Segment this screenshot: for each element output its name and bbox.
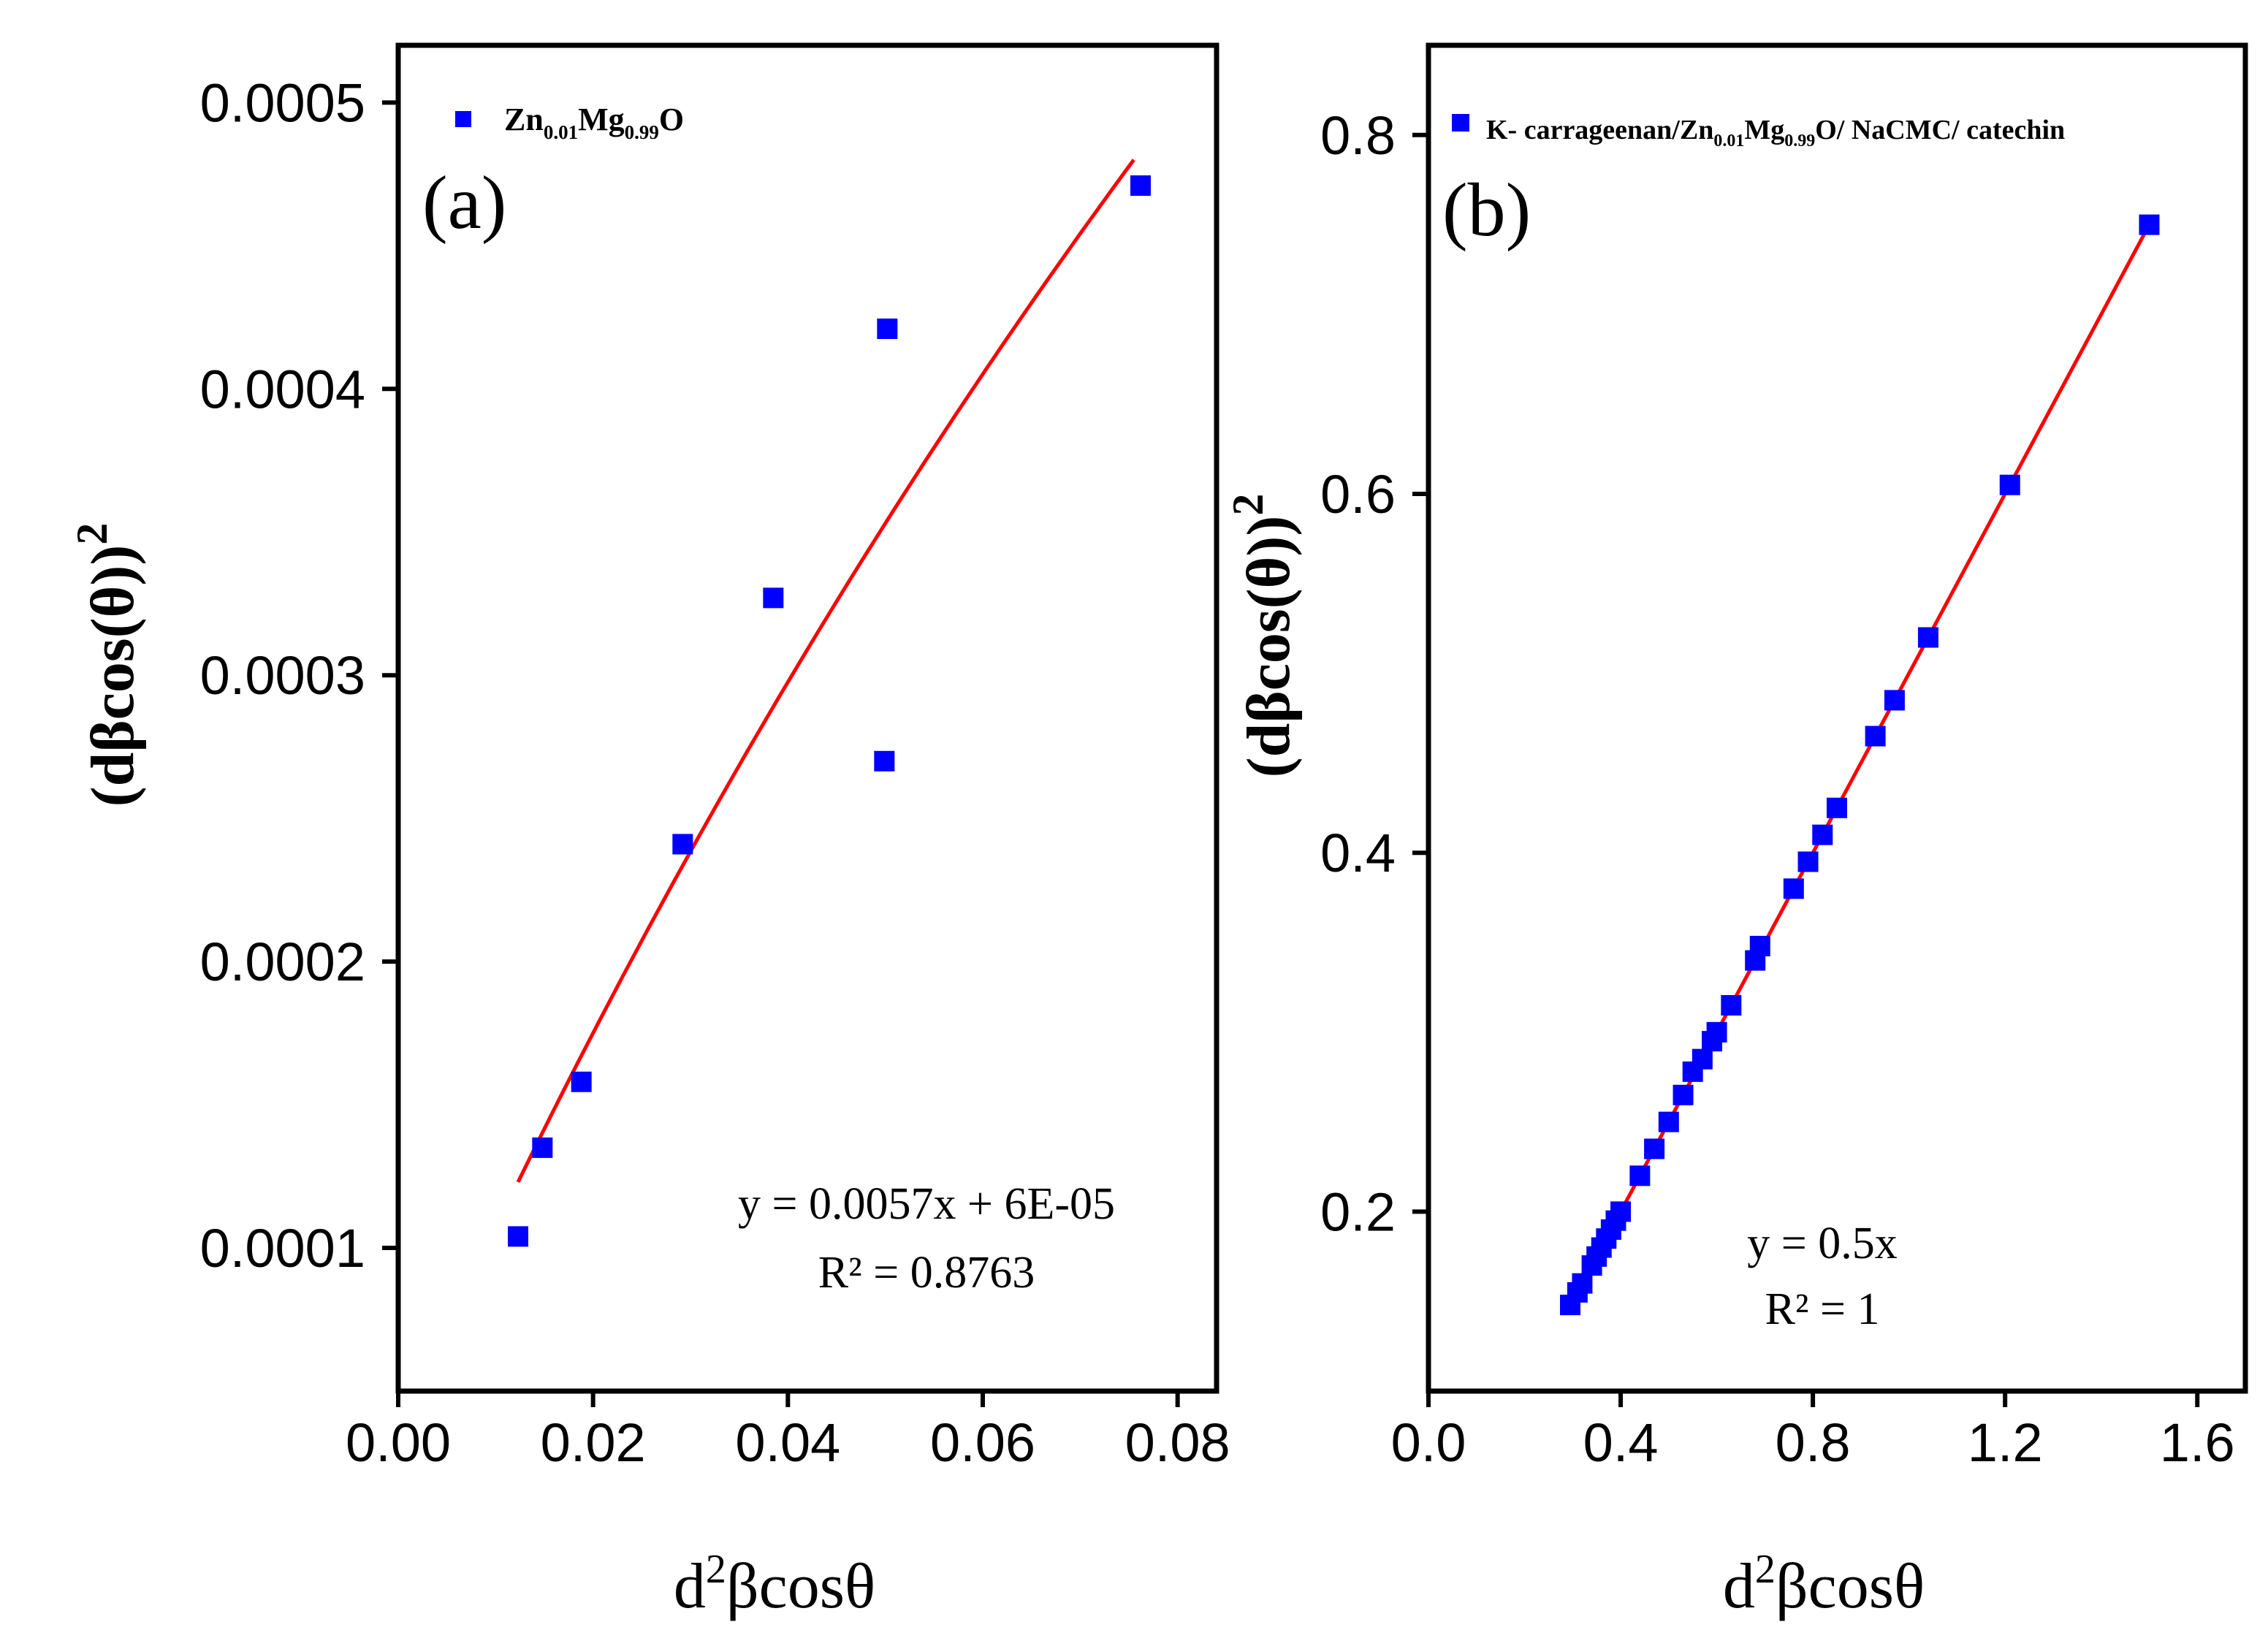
chart-panel-b: 0.2 0.4 0.6 0.8 0.0 0.4 0.8 1.2 1.6 K- carragee… bbox=[1224, 42, 2248, 1622]
fit-r2-b: R² = 1 bbox=[1765, 1284, 1880, 1334]
legend-label-b: K- carrageenan/Zn0.01Mg0.99O/ NaCMC/ cat… bbox=[1486, 115, 2065, 151]
data-point bbox=[1797, 851, 1819, 872]
data-point bbox=[1644, 1138, 1665, 1159]
x-axis-b: 0.0 0.4 0.8 1.2 1.6 bbox=[1391, 1391, 2235, 1473]
panel-label-b: (b) bbox=[1442, 168, 1531, 252]
x-axis-label-b: d2βcosθ bbox=[1723, 1547, 1925, 1622]
data-point bbox=[532, 1137, 553, 1158]
fit-r2-a: R² = 0.8763 bbox=[818, 1248, 1035, 1298]
data-points-b bbox=[1560, 214, 2160, 1316]
data-points-a bbox=[508, 175, 1151, 1247]
plot-frame-b bbox=[1426, 42, 2248, 1394]
x-axis-a: 0.00 0.02 0.04 0.06 0.08 bbox=[346, 1391, 1230, 1473]
data-point bbox=[2139, 214, 2160, 235]
y-tick-label: 0.4 bbox=[1320, 823, 1396, 883]
y-axis-a: 0.0001 0.0002 0.0003 0.0004 0.0005 bbox=[200, 72, 398, 1279]
legend-marker-a bbox=[455, 111, 471, 127]
data-point bbox=[1812, 824, 1833, 845]
fit-line-a bbox=[516, 159, 1135, 1183]
y-axis-label-b: (dβcos(θ))2 bbox=[1224, 494, 1303, 778]
data-point bbox=[508, 1226, 528, 1247]
x-axis-label-a: d2βcosθ bbox=[674, 1547, 875, 1622]
fit-annotation-a: y = 0.0057x + 6E-05 R² = 0.8763 bbox=[738, 1179, 1115, 1298]
data-point bbox=[763, 587, 784, 609]
panel-label-a: (a) bbox=[422, 161, 506, 245]
data-point bbox=[1865, 725, 1886, 747]
data-point bbox=[1629, 1165, 1651, 1187]
y-tick-label: 0.8 bbox=[1320, 105, 1396, 166]
data-point bbox=[1572, 1273, 1593, 1294]
x-tick-label: 0.00 bbox=[346, 1412, 451, 1473]
data-point bbox=[1610, 1201, 1632, 1222]
x-tick-label: 0.8 bbox=[1776, 1412, 1851, 1473]
fit-line bbox=[516, 159, 1135, 1183]
data-point bbox=[1673, 1084, 1694, 1105]
y-axis-label-a: (dβcos(θ))2 bbox=[68, 523, 147, 807]
y-tick-label: 0.2 bbox=[1320, 1181, 1396, 1242]
x-tick-label: 0.4 bbox=[1583, 1412, 1659, 1473]
data-point bbox=[1721, 994, 1742, 1016]
y-tick-label: 0.0004 bbox=[200, 359, 365, 419]
fit-annotation-b: y = 0.5x R² = 1 bbox=[1747, 1219, 1897, 1334]
legend-label-a: Zn0.01Mg0.99O bbox=[504, 102, 684, 143]
data-point bbox=[1999, 474, 2020, 495]
data-point bbox=[1749, 935, 1770, 956]
y-tick-label: 0.0005 bbox=[200, 72, 365, 133]
data-point bbox=[1130, 175, 1151, 197]
x-tick-label: 0.08 bbox=[1125, 1412, 1230, 1473]
data-point bbox=[874, 750, 895, 772]
data-point bbox=[672, 834, 693, 855]
data-point bbox=[1706, 1021, 1727, 1043]
data-point bbox=[1917, 627, 1938, 648]
y-tick-label: 0.0002 bbox=[200, 932, 365, 992]
x-tick-label: 0.06 bbox=[930, 1412, 1035, 1473]
legend-b: K- carrageenan/Zn0.01Mg0.99O/ NaCMC/ cat… bbox=[1452, 114, 2065, 151]
fit-equation-b: y = 0.5x bbox=[1747, 1219, 1897, 1268]
x-tick-label: 0.0 bbox=[1391, 1412, 1466, 1473]
legend-marker-b bbox=[1452, 114, 1469, 132]
x-tick-label: 1.6 bbox=[2160, 1412, 2235, 1473]
fit-equation-a: y = 0.0057x + 6E-05 bbox=[738, 1179, 1115, 1229]
data-point bbox=[1783, 878, 1804, 899]
x-tick-label: 0.04 bbox=[735, 1412, 840, 1473]
data-point bbox=[1692, 1048, 1713, 1070]
y-axis-b: 0.2 0.4 0.6 0.8 bbox=[1320, 105, 1428, 1242]
data-point bbox=[1827, 797, 1847, 818]
data-point bbox=[1658, 1111, 1679, 1132]
x-tick-label: 1.2 bbox=[1968, 1412, 2043, 1473]
y-tick-label: 0.6 bbox=[1320, 464, 1396, 525]
y-tick-label: 0.0001 bbox=[200, 1218, 365, 1279]
plot-frame-a bbox=[395, 42, 1219, 1394]
data-point bbox=[571, 1071, 592, 1092]
y-tick-label: 0.0003 bbox=[200, 645, 365, 706]
data-point bbox=[1884, 690, 1905, 711]
x-tick-label: 0.02 bbox=[541, 1412, 646, 1473]
legend-a: Zn0.01Mg0.99O bbox=[455, 102, 684, 143]
data-point bbox=[877, 318, 898, 339]
